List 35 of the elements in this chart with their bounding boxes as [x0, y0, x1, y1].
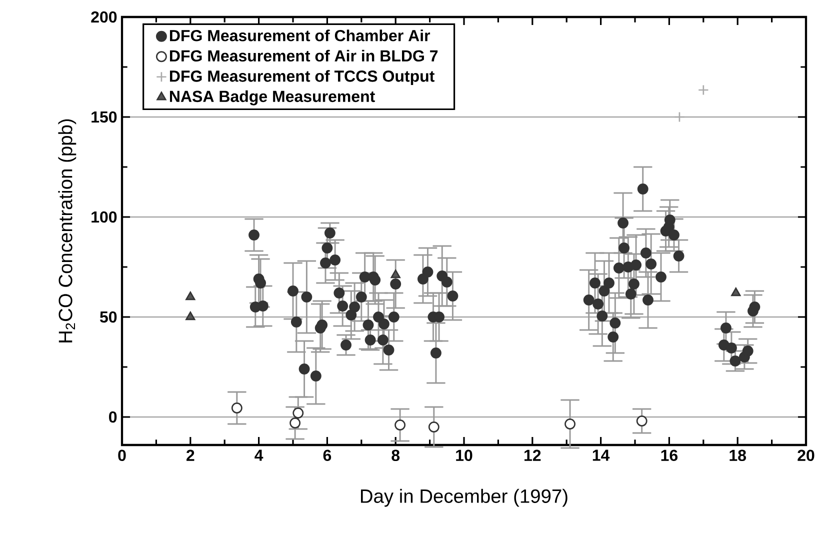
legend-label: DFG Measurement of Air in BLDG 7 — [170, 50, 438, 62]
legend-label: DFG Measurement of Chamber Air — [170, 30, 430, 42]
point — [394, 420, 406, 430]
point — [636, 416, 648, 426]
x-tick-label: 8 — [392, 450, 400, 462]
point — [390, 270, 400, 278]
x-tick-label: 12 — [524, 450, 541, 461]
point — [731, 288, 741, 296]
y-tick-label: 100 — [92, 211, 117, 223]
x-tick-label: 16 — [661, 450, 678, 462]
x-tick-label: 4 — [254, 450, 264, 461]
point — [674, 112, 685, 122]
x-tick-label: 14 — [592, 450, 610, 461]
x-axis-title: Day in December (1997) — [360, 488, 568, 507]
point — [186, 312, 196, 320]
legend-label: DFG Measurement of TCCS Output — [170, 70, 434, 85]
point — [292, 408, 304, 418]
x-tick-label: 6 — [323, 450, 332, 462]
point — [564, 418, 576, 430]
point — [428, 422, 440, 432]
x-tick-label: 18 — [730, 450, 746, 462]
y-tick-label: 200 — [91, 11, 117, 23]
x-tick-label: 2 — [186, 450, 194, 461]
legend-label: NASA Badge Measurement — [170, 90, 375, 106]
point — [698, 84, 709, 96]
point — [231, 402, 242, 414]
point — [290, 418, 301, 428]
y-tick-label: 0 — [109, 411, 117, 423]
y-axis-title: H$_{2}$CO Concentration (ppb) — [58, 119, 76, 342]
x-tick-label: 20 — [798, 450, 814, 462]
y-tick-label: 50 — [100, 311, 117, 323]
x-tick-label: 10 — [456, 450, 472, 462]
point — [186, 292, 196, 300]
x-tick-label: 0 — [118, 450, 126, 462]
y-tick-label: 150 — [92, 111, 117, 123]
